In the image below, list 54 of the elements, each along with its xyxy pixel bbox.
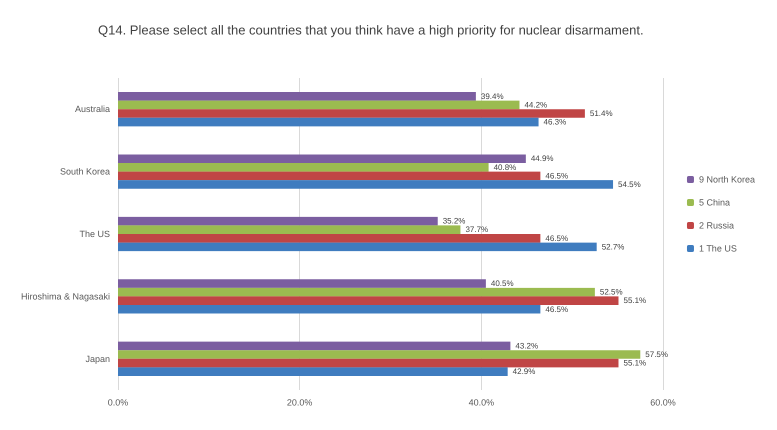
data-label: 37.7% [465,225,488,234]
data-label: 55.1% [623,296,646,306]
y-tick-label: The US [79,229,110,239]
legend-label: 9 North Korea [698,174,755,184]
data-label: 57.5% [645,350,668,360]
legend-label: 1 The US [698,244,737,254]
data-label: 39.4% [480,92,504,101]
bar [118,92,476,101]
data-label: 52.7% [602,242,624,252]
y-tick-label: South Korea [60,166,110,177]
bar [118,225,460,234]
bar [118,109,585,118]
bar [118,163,489,172]
bar [118,180,614,189]
x-tick-label: 40.0% [468,398,494,408]
legend-label: 2 Russia [698,220,734,230]
bar [118,234,540,243]
bar [118,154,526,164]
data-label: 40.5% [490,279,514,288]
bar [118,296,618,305]
data-label: 44.9% [530,154,554,164]
data-label: 51.4% [590,108,613,118]
x-tick-label: 60.0% [650,398,676,408]
chart-title: Q14. Please select all the countries that you think have a high priority for nuclear disarmament. [98,22,644,38]
legend-label: 5 China [698,198,730,208]
bar [118,216,438,226]
data-label: 46.5% [545,304,568,314]
bar [118,350,640,359]
bar [118,279,486,288]
bar [118,367,508,376]
data-label: 46.5% [545,234,568,243]
y-tick-label: Japan [85,354,110,364]
bar [118,358,618,368]
bar [118,304,540,314]
data-label: 54.5% [618,180,641,189]
data-label: 44.2% [524,100,548,110]
data-label: 46.5% [545,171,568,180]
data-label: 52.5% [600,288,623,297]
bar [118,288,595,296]
data-label: 42.9% [512,367,536,376]
y-tick-label: Hiroshima & Nagasaki [20,291,110,302]
bar [118,118,539,126]
data-label: 46.3% [544,118,566,127]
data-label: 43.2% [515,341,538,350]
bar [118,172,540,180]
y-tick-label: Australia [74,104,110,114]
x-tick-label: 20.0% [286,398,312,408]
data-label: 55.1% [623,358,646,368]
x-tick-label: 0.0% [108,398,128,408]
data-label: 40.8% [494,162,516,172]
bar [118,100,520,110]
bar [118,242,597,252]
data-label: 35.2% [442,216,466,226]
bar [118,342,510,350]
